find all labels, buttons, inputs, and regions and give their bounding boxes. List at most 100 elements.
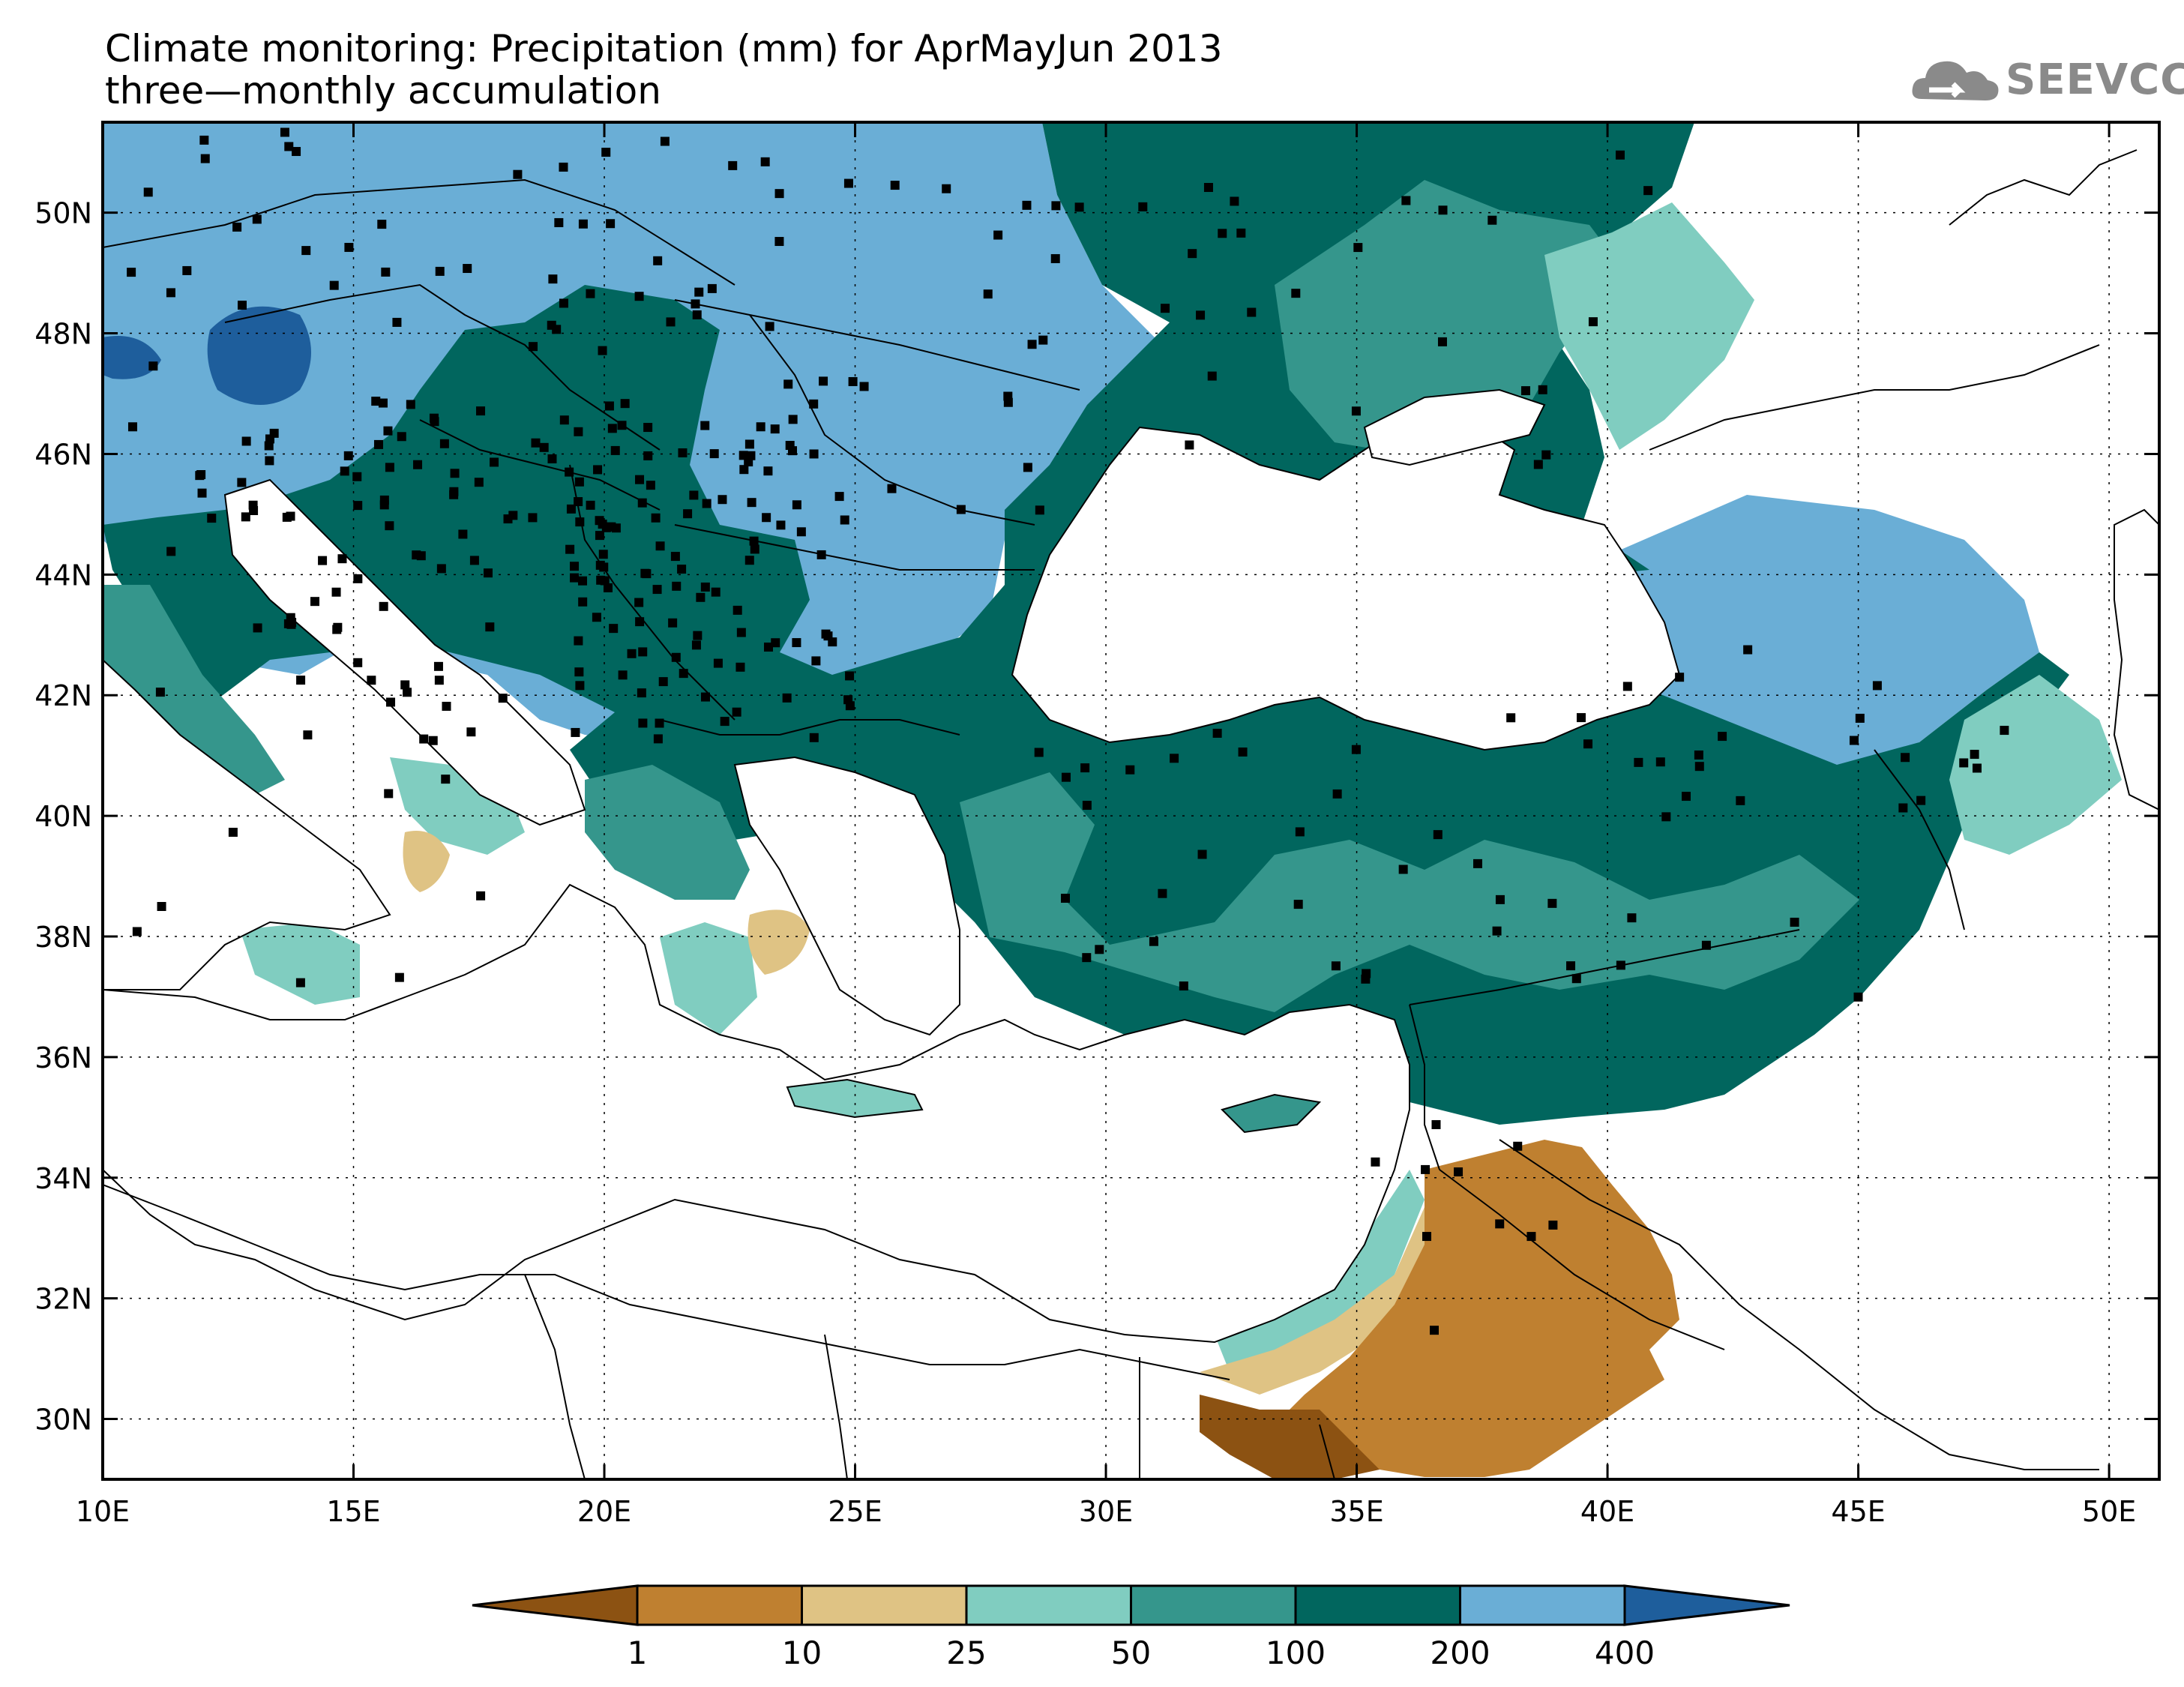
station-marker bbox=[1035, 505, 1044, 515]
station-marker bbox=[490, 457, 499, 467]
station-marker bbox=[689, 490, 699, 500]
station-marker bbox=[843, 178, 853, 188]
station-marker bbox=[1718, 732, 1727, 742]
x-tick-label: 45E bbox=[1831, 1495, 1885, 1528]
station-marker bbox=[1495, 894, 1505, 904]
station-marker bbox=[942, 184, 951, 193]
station-marker bbox=[547, 320, 556, 330]
station-marker bbox=[1872, 681, 1882, 691]
station-marker bbox=[265, 434, 274, 444]
station-marker bbox=[652, 585, 662, 595]
legend-swatch bbox=[1294, 1584, 1461, 1626]
station-marker bbox=[292, 147, 301, 157]
station-marker bbox=[1125, 765, 1135, 775]
station-marker bbox=[604, 401, 614, 411]
station-marker bbox=[1916, 796, 1926, 805]
station-marker bbox=[1615, 150, 1625, 160]
station-marker bbox=[736, 628, 746, 637]
x-tick-label: 30E bbox=[1079, 1495, 1133, 1528]
station-marker bbox=[700, 421, 710, 430]
station-marker bbox=[1022, 200, 1032, 210]
station-marker bbox=[1003, 397, 1013, 407]
station-marker bbox=[1694, 750, 1703, 760]
station-marker bbox=[1898, 803, 1908, 813]
station-marker bbox=[809, 733, 819, 742]
station-marker bbox=[575, 681, 585, 691]
station-marker bbox=[508, 511, 518, 520]
station-marker bbox=[547, 454, 557, 463]
station-marker bbox=[668, 618, 678, 628]
station-marker bbox=[200, 154, 210, 163]
station-marker bbox=[1149, 936, 1158, 946]
station-marker bbox=[284, 142, 294, 151]
region-under-1-sinai bbox=[1200, 1395, 1380, 1479]
station-marker bbox=[265, 456, 274, 466]
station-marker bbox=[774, 237, 784, 247]
logo-text: SEEVCCC bbox=[2006, 55, 2184, 104]
station-marker bbox=[1492, 926, 1502, 936]
station-marker bbox=[732, 707, 741, 717]
station-marker bbox=[548, 274, 558, 284]
station-marker bbox=[1520, 386, 1530, 396]
station-marker bbox=[1487, 215, 1497, 225]
station-marker bbox=[353, 574, 363, 583]
station-marker bbox=[377, 220, 387, 229]
station-marker bbox=[811, 656, 821, 666]
station-marker bbox=[713, 658, 723, 668]
azov-sea bbox=[1363, 388, 1546, 466]
station-marker bbox=[788, 415, 798, 424]
station-marker bbox=[840, 515, 849, 525]
station-marker bbox=[692, 310, 702, 319]
station-marker bbox=[241, 512, 250, 522]
station-marker bbox=[651, 513, 661, 523]
station-marker bbox=[887, 484, 897, 493]
legend-swatch bbox=[965, 1584, 1132, 1626]
station-marker bbox=[466, 727, 476, 737]
station-marker bbox=[1616, 960, 1625, 970]
station-marker bbox=[1438, 205, 1448, 215]
y-tick-label: 36N bbox=[34, 1041, 92, 1074]
station-marker bbox=[1361, 974, 1371, 984]
station-marker bbox=[574, 636, 583, 646]
station-marker bbox=[770, 424, 780, 434]
station-marker bbox=[774, 189, 784, 199]
station-marker bbox=[498, 694, 508, 703]
station-marker bbox=[439, 439, 449, 448]
legend-label: 200 bbox=[1430, 1635, 1490, 1671]
station-marker bbox=[373, 439, 383, 449]
station-marker bbox=[1526, 1232, 1536, 1242]
cyprus bbox=[1221, 1093, 1322, 1134]
station-marker bbox=[609, 624, 619, 634]
station-marker bbox=[379, 500, 389, 510]
station-marker bbox=[449, 487, 459, 496]
station-marker bbox=[728, 160, 738, 170]
y-tick-label: 30N bbox=[34, 1404, 92, 1437]
station-marker bbox=[337, 554, 347, 564]
region-50-100-anatolia bbox=[960, 772, 1859, 1012]
station-marker bbox=[303, 730, 313, 740]
station-marker bbox=[476, 891, 486, 900]
station-marker bbox=[783, 379, 793, 389]
station-marker bbox=[679, 669, 688, 679]
station-marker bbox=[744, 457, 753, 467]
station-marker bbox=[559, 415, 569, 425]
station-marker bbox=[735, 662, 745, 672]
station-marker bbox=[816, 550, 826, 559]
tyrrhenian-sea bbox=[103, 658, 391, 990]
station-marker bbox=[531, 438, 541, 448]
station-marker bbox=[1853, 992, 1863, 1002]
station-marker bbox=[627, 649, 637, 658]
region-over-400-west bbox=[103, 336, 161, 379]
station-marker bbox=[1203, 183, 1213, 193]
station-marker bbox=[458, 529, 468, 539]
station-marker bbox=[1661, 812, 1671, 822]
station-marker bbox=[700, 692, 710, 702]
station-marker bbox=[207, 514, 217, 523]
station-marker bbox=[694, 287, 704, 297]
station-marker bbox=[132, 927, 142, 936]
station-marker bbox=[237, 478, 247, 487]
station-marker bbox=[691, 640, 701, 650]
aegean-sea bbox=[733, 756, 960, 1036]
station-marker bbox=[442, 702, 451, 712]
